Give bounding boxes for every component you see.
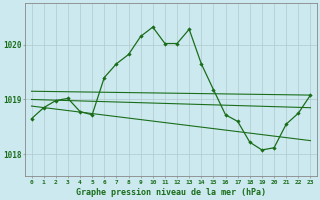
X-axis label: Graphe pression niveau de la mer (hPa): Graphe pression niveau de la mer (hPa) (76, 188, 266, 197)
